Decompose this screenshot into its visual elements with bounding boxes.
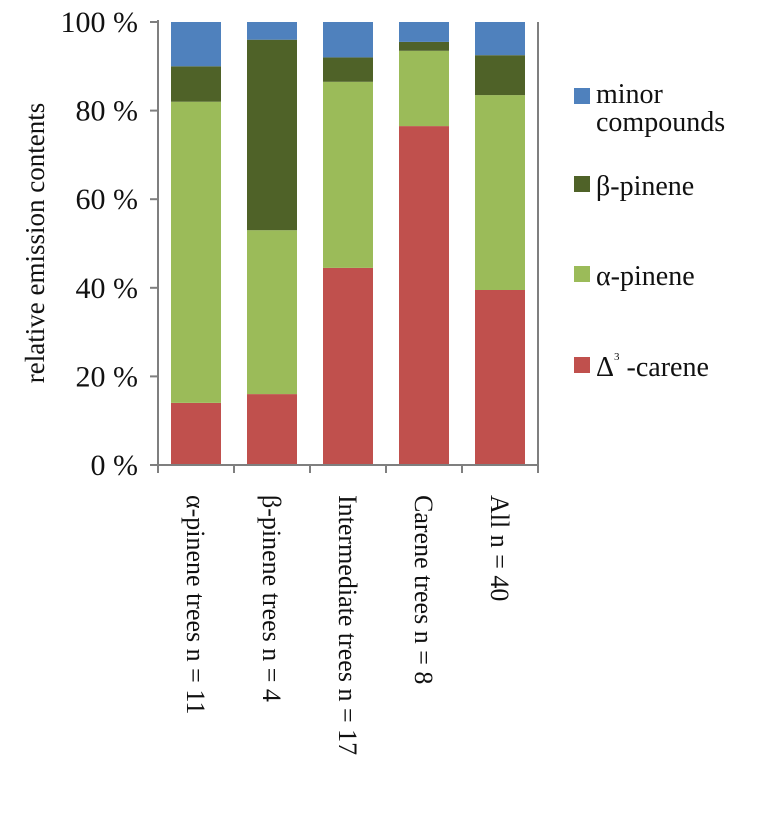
- y-tick-label: 60 %: [76, 183, 139, 216]
- y-axis-title: relative emission contents: [20, 103, 50, 383]
- x-axis-categories: α-pinene trees n = 11 β-pinene trees n = …: [157, 465, 539, 755]
- bar-segment-5-series-3: [475, 55, 525, 96]
- bar-segment-2-series-1: [247, 394, 297, 465]
- bar-segment-5-series-1: [475, 290, 525, 465]
- y-tick-label: 40 %: [76, 272, 139, 305]
- legend-swatch: [574, 88, 590, 104]
- bar-segment-1-series-4: [171, 22, 221, 67]
- x-category-label: Carene trees n = 8: [409, 495, 438, 684]
- bar-segment-4-series-2: [399, 50, 449, 127]
- x-category-label: β-pinene trees n = 4: [257, 495, 286, 702]
- legend-label: Δ3 -carene: [596, 351, 709, 383]
- bar-segment-3-series-4: [323, 22, 373, 58]
- y-tick-label: 80 %: [76, 95, 139, 128]
- bar-segment-2-series-2: [247, 230, 297, 395]
- legend-swatch: [574, 266, 590, 282]
- bar-segment-1-series-3: [171, 66, 221, 102]
- legend-label: β-pinene: [596, 171, 694, 202]
- bar-segment-3-series-3: [323, 57, 373, 82]
- bar-segment-3-series-1: [323, 267, 373, 465]
- bar-segment-1-series-2: [171, 101, 221, 403]
- legend-label: minor: [596, 79, 664, 110]
- x-category-label: Intermediate trees n = 17: [333, 495, 362, 755]
- legend-label: compounds: [596, 107, 725, 138]
- y-tick-label: 20 %: [76, 360, 139, 393]
- x-category-label: All n = 40: [485, 495, 514, 601]
- x-category-label: α-pinene trees n = 11: [181, 495, 210, 714]
- bar-segment-4-series-1: [399, 126, 449, 465]
- y-axis-ticks: 0 % 20 % 40 % 60 % 80 % 100 %: [61, 6, 158, 482]
- bar-segment-3-series-2: [323, 81, 373, 268]
- y-tick-label: 0 %: [91, 449, 139, 482]
- legend-swatch: [574, 176, 590, 192]
- bar-segment-5-series-4: [475, 22, 525, 56]
- bar-segment-4-series-4: [399, 22, 449, 42]
- y-tick-label: 100 %: [61, 6, 139, 39]
- bar-segment-2-series-4: [247, 22, 297, 40]
- legend-swatch: [574, 357, 590, 373]
- bar-segment-5-series-2: [475, 95, 525, 290]
- bar-segment-2-series-3: [247, 39, 297, 231]
- bar-segment-4-series-3: [399, 41, 449, 51]
- legend-label: α-pinene: [596, 261, 695, 292]
- bar-segment-1-series-1: [171, 403, 221, 465]
- plot-area: [150, 20, 539, 466]
